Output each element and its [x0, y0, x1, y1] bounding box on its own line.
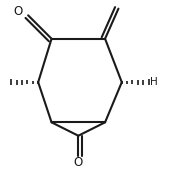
Text: H: H — [150, 77, 157, 87]
Text: O: O — [74, 156, 83, 169]
Text: O: O — [13, 6, 23, 18]
